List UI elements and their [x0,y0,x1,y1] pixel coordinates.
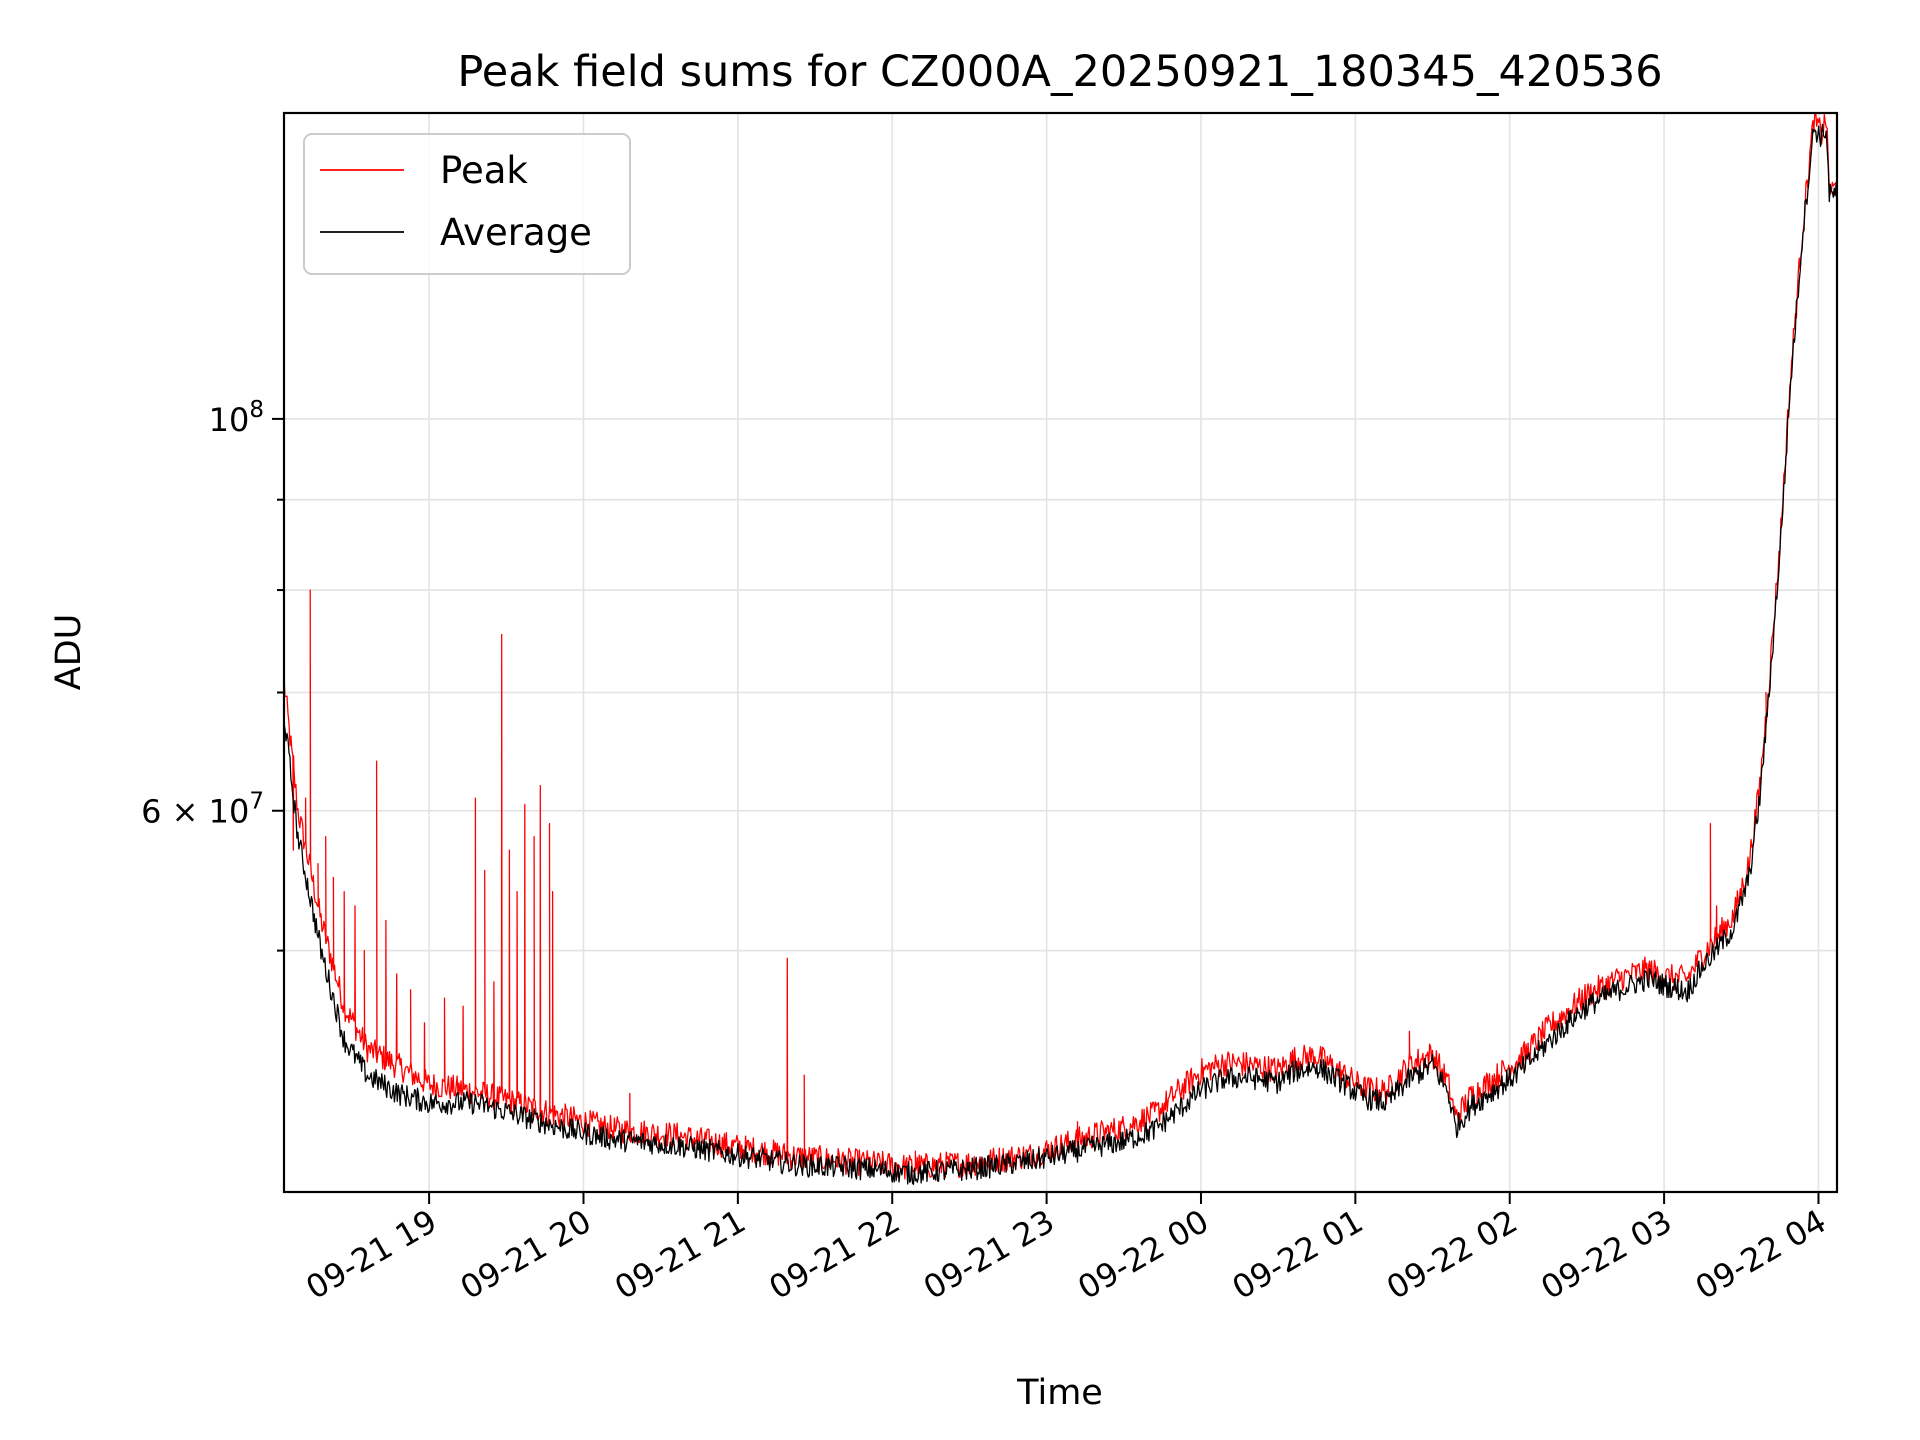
y-tick-label-base: 10 [209,401,250,439]
legend-label-average: Average [440,211,592,254]
y-tick-label-exponent: 7 [249,789,264,815]
series-layer [283,112,1838,1185]
grid [284,113,1837,1192]
legend-label-peak: Peak [440,149,528,192]
series-line-average [283,123,1838,1185]
plot-frame [282,111,1839,1194]
y-tick-label-base: 6 × 10 [141,793,249,831]
y-tick-label: 6 × 107 [141,789,264,831]
y-axis-label: ADU [49,614,89,691]
legend-box [303,133,631,275]
chart-title: Peak field sums for CZ000A_20250921_1803… [457,47,1662,97]
y-tick-label-exponent: 8 [249,397,264,423]
y-tick-label: 108 [209,397,264,439]
x-axis-label: Time [1016,1373,1103,1413]
legend: Peak Average [303,133,631,275]
